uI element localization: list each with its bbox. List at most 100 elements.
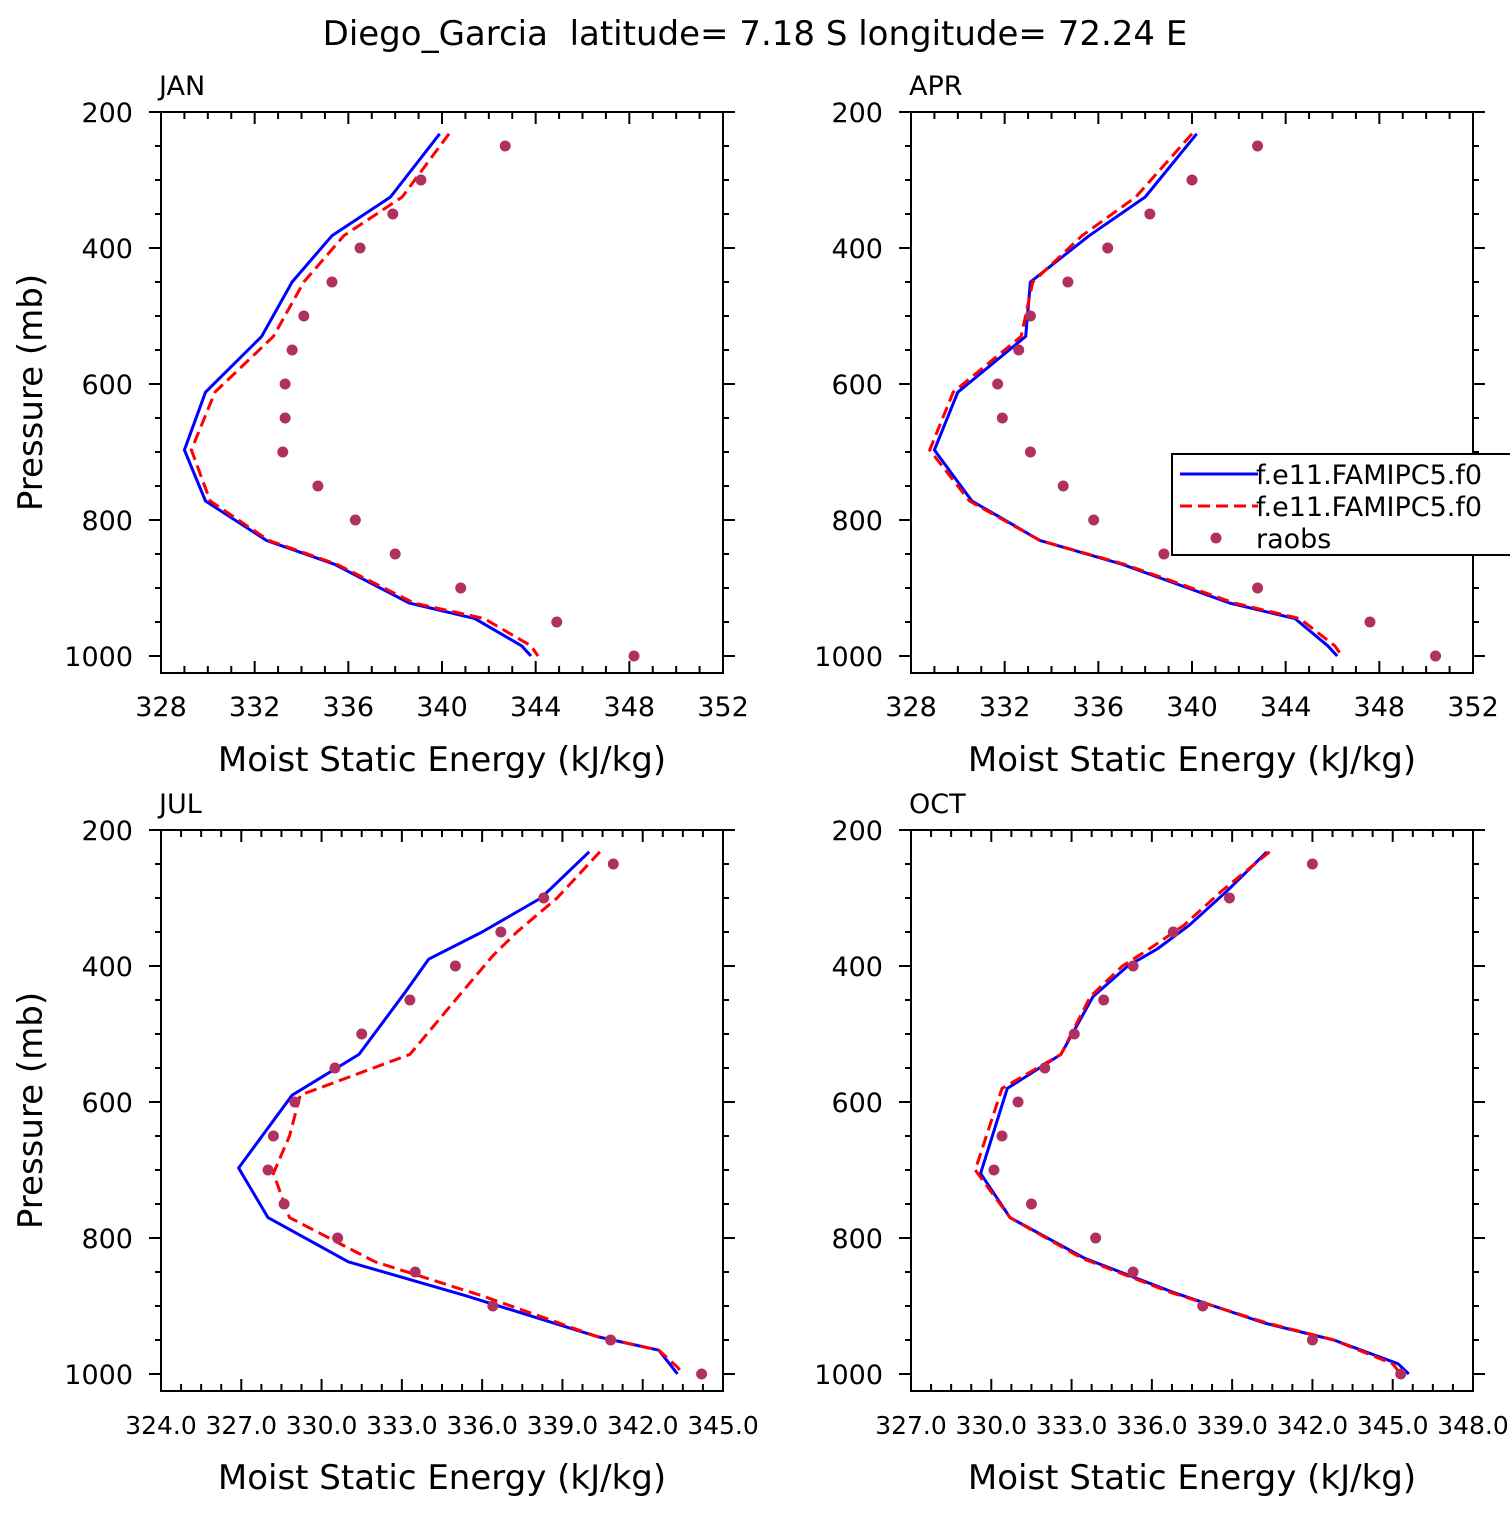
x-tick-label: 344 (510, 692, 562, 723)
y-tick-label: 400 (831, 234, 883, 265)
x-tick-label: 336 (323, 692, 375, 723)
x-tick-label: 333.0 (1036, 1411, 1108, 1440)
raobs-point (279, 412, 291, 424)
model-line-blue (979, 850, 1410, 1376)
raobs-point (1252, 140, 1264, 152)
plot-frame (160, 829, 724, 1392)
raobs-point (1062, 276, 1074, 288)
y-tick-label: 1000 (814, 642, 883, 673)
raobs-point (1364, 616, 1376, 628)
raobs-point (1395, 1368, 1407, 1380)
raobs-point (1144, 208, 1156, 220)
raobs-point (551, 616, 563, 628)
raobs-point (404, 994, 416, 1006)
panel-label: JUL (157, 789, 202, 820)
panels-container: 328 332 336 340 344 348 352 200 400 600 800 1000 JAN… (11, 71, 1510, 1498)
x-tick-label: 328 (885, 692, 937, 723)
raobs-point (262, 1164, 274, 1176)
x-axis-title: Moist Static Energy (kJ/kg) (968, 1458, 1416, 1498)
raobs-point (628, 650, 640, 662)
legend-label: f.e11.FAMIPC5.f0 (1256, 460, 1482, 491)
raobs-point (389, 548, 401, 560)
panel-label: APR (909, 71, 963, 102)
x-tick-label: 336.0 (446, 1411, 518, 1440)
raobs-point (1186, 174, 1198, 186)
raobs-point (354, 242, 366, 254)
raobs-point (349, 514, 361, 526)
raobs-point (495, 926, 507, 938)
x-tick-label: 348 (604, 692, 656, 723)
raobs-point (1430, 650, 1442, 662)
raobs-point (286, 344, 298, 356)
x-tick-label: 352 (697, 692, 749, 723)
x-axis-title: Moist Static Energy (kJ/kg) (218, 1458, 666, 1498)
raobs-point (409, 1266, 421, 1278)
panel-jul: 324.0 327.0 330.0 333.0 336.0 339.0 342.0 345.0… (11, 789, 759, 1498)
y-tick-label: 200 (831, 816, 883, 847)
raobs-point (538, 892, 550, 904)
legend-box (1171, 453, 1510, 556)
raobs-point (1088, 514, 1100, 526)
x-tick-label: 352 (1447, 692, 1499, 723)
raobs-point (455, 582, 467, 594)
x-tick-label: 330.0 (955, 1411, 1027, 1440)
x-tick-label: 332 (979, 692, 1031, 723)
raobs-point (607, 858, 619, 870)
raobs-point (332, 1232, 344, 1244)
raobs-point (1252, 582, 1264, 594)
raobs-point (1025, 1198, 1037, 1210)
raobs-point (996, 412, 1008, 424)
raobs-point (267, 1130, 279, 1142)
raobs-point (499, 140, 511, 152)
raobs-point (988, 1164, 1000, 1176)
y-tick-label: 1000 (64, 642, 133, 673)
raobs-point (696, 1368, 708, 1380)
x-tick-label: 330.0 (286, 1411, 358, 1440)
raobs-point (1098, 994, 1110, 1006)
series-group (237, 850, 708, 1380)
x-tick-label: 336.0 (1116, 1411, 1188, 1440)
plot-frame (160, 111, 724, 674)
x-axis-title: Moist Static Energy (kJ/kg) (218, 740, 666, 780)
series-group (928, 132, 1442, 662)
raobs-point (1102, 242, 1114, 254)
y-tick-label: 200 (81, 816, 133, 847)
raobs-point (1039, 1062, 1051, 1074)
panel-label: JAN (157, 71, 205, 102)
raobs-point (449, 960, 461, 972)
raobs-point (1158, 548, 1170, 560)
y-tick-label: 1000 (64, 1360, 133, 1391)
y-axis-title: Pressure (mb) (11, 992, 51, 1229)
y-tick-label: 800 (831, 506, 883, 537)
y-tick-label: 200 (81, 98, 133, 129)
y-tick-label: 400 (81, 234, 133, 265)
y-tick-label: 800 (81, 506, 133, 537)
raobs-point (356, 1028, 368, 1040)
raobs-point (1013, 344, 1025, 356)
raobs-point (1167, 926, 1179, 938)
legend-marker-dot (1210, 532, 1222, 544)
raobs-point (298, 310, 310, 322)
raobs-point (312, 480, 324, 492)
x-tick-label: 332 (229, 692, 281, 723)
model-line-blue (237, 850, 679, 1375)
y-tick-label: 400 (831, 952, 883, 983)
y-tick-label: 800 (81, 1224, 133, 1255)
x-tick-label: 345.0 (1357, 1411, 1429, 1440)
y-tick-label: 400 (81, 952, 133, 983)
model-line-blue (932, 132, 1339, 658)
legend-label: raobs (1256, 524, 1331, 555)
model-line-red-dashed (189, 132, 540, 657)
y-tick-label: 800 (831, 1224, 883, 1255)
raobs-point (996, 1130, 1008, 1142)
raobs-point (992, 378, 1004, 390)
model-line-red-dashed (928, 132, 1344, 657)
panel-oct: 327.0 330.0 333.0 336.0 339.0 342.0 345.0 348.0… (814, 789, 1509, 1498)
panel-jan: 328 332 336 340 344 348 352 200 400 600 800 1000 JAN… (11, 71, 749, 780)
x-tick-label: 339.0 (1196, 1411, 1268, 1440)
raobs-point (1127, 960, 1139, 972)
series-group (973, 850, 1410, 1380)
x-tick-label: 340 (1166, 692, 1218, 723)
raobs-point (1012, 1096, 1024, 1108)
x-tick-label: 336 (1073, 692, 1125, 723)
